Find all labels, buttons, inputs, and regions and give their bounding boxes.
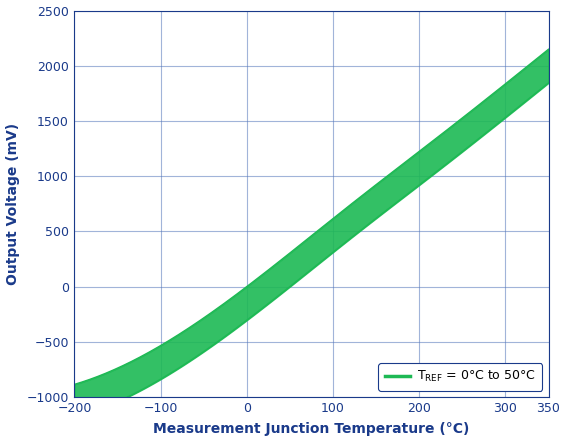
X-axis label: Measurement Junction Temperature (°C): Measurement Junction Temperature (°C): [153, 423, 470, 436]
Legend: T$_{\rm REF}$ = 0°C to 50°C: T$_{\rm REF}$ = 0°C to 50°C: [379, 363, 542, 391]
Y-axis label: Output Voltage (mV): Output Voltage (mV): [6, 123, 20, 285]
